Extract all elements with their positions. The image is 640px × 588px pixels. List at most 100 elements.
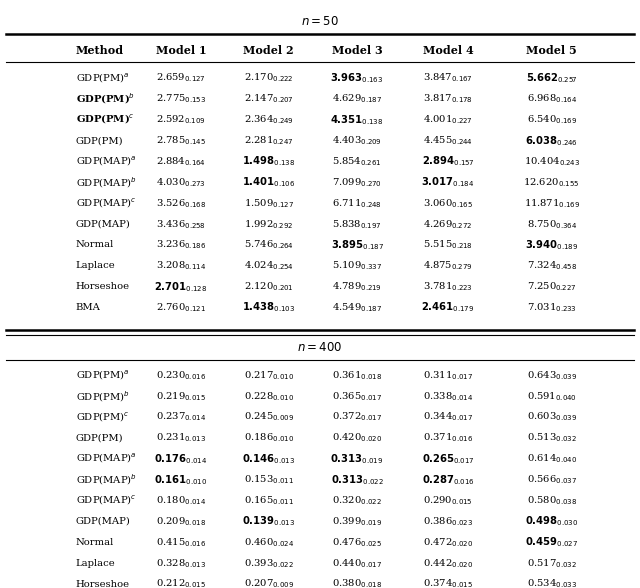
Text: 0.517$_{0.032}$: 0.517$_{0.032}$ [527, 557, 577, 570]
Text: Model 2: Model 2 [243, 45, 294, 56]
Text: 0.231$_{0.013}$: 0.231$_{0.013}$ [156, 432, 206, 445]
Text: 0.180$_{0.014}$: 0.180$_{0.014}$ [156, 494, 206, 507]
Text: GDP(PM): GDP(PM) [76, 433, 123, 442]
Text: Normal: Normal [76, 240, 114, 249]
Text: 0.372$_{0.017}$: 0.372$_{0.017}$ [332, 410, 382, 423]
Text: 0.153$_{0.011}$: 0.153$_{0.011}$ [244, 473, 294, 486]
Text: $\mathbf{3.940}_{0.189}$: $\mathbf{3.940}_{0.189}$ [525, 238, 579, 252]
Text: 3.526$_{0.168}$: 3.526$_{0.168}$ [156, 197, 206, 210]
Text: $n = 50$: $n = 50$ [301, 15, 339, 28]
Text: $\mathbf{0.459}_{0.027}$: $\mathbf{0.459}_{0.027}$ [525, 536, 579, 549]
Text: 2.147$_{0.207}$: 2.147$_{0.207}$ [244, 92, 294, 105]
Text: 0.219$_{0.015}$: 0.219$_{0.015}$ [156, 390, 206, 403]
Text: 0.513$_{0.032}$: 0.513$_{0.032}$ [527, 432, 577, 445]
Text: $\mathbf{0.313}_{0.019}$: $\mathbf{0.313}_{0.019}$ [330, 452, 384, 466]
Text: 4.030$_{0.273}$: 4.030$_{0.273}$ [156, 176, 206, 189]
Text: 0.380$_{0.018}$: 0.380$_{0.018}$ [332, 577, 382, 588]
Text: 2.775$_{0.153}$: 2.775$_{0.153}$ [156, 92, 206, 105]
Text: GDP(PM)$^{b}$: GDP(PM)$^{b}$ [76, 92, 134, 106]
Text: Horseshoe: Horseshoe [76, 282, 130, 291]
Text: 7.250$_{0.227}$: 7.250$_{0.227}$ [527, 280, 577, 293]
Text: 0.237$_{0.014}$: 0.237$_{0.014}$ [156, 410, 206, 423]
Text: 7.031$_{0.233}$: 7.031$_{0.233}$ [527, 301, 577, 314]
Text: Horseshoe: Horseshoe [76, 580, 130, 588]
Text: $\mathbf{2.461}_{0.179}$: $\mathbf{2.461}_{0.179}$ [421, 300, 475, 315]
Text: 0.534$_{0.033}$: 0.534$_{0.033}$ [527, 577, 577, 588]
Text: 4.875$_{0.279}$: 4.875$_{0.279}$ [423, 259, 473, 272]
Text: 6.540$_{0.169}$: 6.540$_{0.169}$ [527, 113, 577, 126]
Text: 3.236$_{0.186}$: 3.236$_{0.186}$ [156, 239, 206, 252]
Text: 0.230$_{0.016}$: 0.230$_{0.016}$ [156, 369, 206, 382]
Text: 0.165$_{0.011}$: 0.165$_{0.011}$ [244, 494, 294, 507]
Text: 4.549$_{0.187}$: 4.549$_{0.187}$ [332, 301, 382, 314]
Text: 3.817$_{0.178}$: 3.817$_{0.178}$ [423, 92, 473, 105]
Text: GDP(MAP)$^{b}$: GDP(MAP)$^{b}$ [76, 175, 136, 190]
Text: 0.603$_{0.039}$: 0.603$_{0.039}$ [527, 410, 577, 423]
Text: Method: Method [76, 45, 124, 56]
Text: 3.208$_{0.114}$: 3.208$_{0.114}$ [156, 259, 206, 272]
Text: 4.403$_{0.209}$: 4.403$_{0.209}$ [332, 134, 382, 147]
Text: 2.785$_{0.145}$: 2.785$_{0.145}$ [156, 134, 206, 147]
Text: 5.515$_{0.218}$: 5.515$_{0.218}$ [423, 239, 473, 252]
Text: $\mathbf{1.438}_{0.103}$: $\mathbf{1.438}_{0.103}$ [242, 300, 296, 315]
Text: 5.838$_{0.197}$: 5.838$_{0.197}$ [332, 218, 382, 230]
Text: Model 5: Model 5 [526, 45, 577, 56]
Text: Model 1: Model 1 [156, 45, 207, 56]
Text: GDP(MAP)$^{b}$: GDP(MAP)$^{b}$ [76, 472, 136, 487]
Text: 0.415$_{0.016}$: 0.415$_{0.016}$ [156, 536, 206, 549]
Text: 1.992$_{0.292}$: 1.992$_{0.292}$ [244, 218, 294, 230]
Text: 7.324$_{0.458}$: 7.324$_{0.458}$ [527, 259, 577, 272]
Text: GDP(MAP): GDP(MAP) [76, 517, 131, 526]
Text: 0.566$_{0.037}$: 0.566$_{0.037}$ [527, 473, 577, 486]
Text: GDP(PM): GDP(PM) [76, 136, 123, 145]
Text: GDP(PM)$^{c}$: GDP(PM)$^{c}$ [76, 113, 134, 126]
Text: GDP(PM)$^{c}$: GDP(PM)$^{c}$ [76, 410, 129, 424]
Text: 0.245$_{0.009}$: 0.245$_{0.009}$ [244, 410, 294, 423]
Text: $\mathbf{0.287}_{0.016}$: $\mathbf{0.287}_{0.016}$ [422, 473, 474, 486]
Text: $\mathbf{3.895}_{0.187}$: $\mathbf{3.895}_{0.187}$ [331, 238, 383, 252]
Text: 3.436$_{0.258}$: 3.436$_{0.258}$ [156, 218, 206, 230]
Text: 0.186$_{0.010}$: 0.186$_{0.010}$ [244, 432, 294, 445]
Text: $\mathbf{3.963}_{0.163}$: $\mathbf{3.963}_{0.163}$ [330, 71, 384, 85]
Text: 10.404$_{0.243}$: 10.404$_{0.243}$ [524, 155, 580, 168]
Text: $\mathbf{2.701}_{0.128}$: $\mathbf{2.701}_{0.128}$ [154, 280, 208, 293]
Text: 0.371$_{0.016}$: 0.371$_{0.016}$ [423, 432, 473, 445]
Text: $\mathbf{5.662}_{0.257}$: $\mathbf{5.662}_{0.257}$ [526, 71, 577, 85]
Text: $\mathbf{0.139}_{0.013}$: $\mathbf{0.139}_{0.013}$ [242, 514, 296, 528]
Text: 0.476$_{0.025}$: 0.476$_{0.025}$ [332, 536, 382, 549]
Text: 0.338$_{0.014}$: 0.338$_{0.014}$ [423, 390, 473, 403]
Text: 0.290$_{0.015}$: 0.290$_{0.015}$ [423, 494, 473, 507]
Text: 3.847$_{0.167}$: 3.847$_{0.167}$ [423, 72, 473, 85]
Text: 0.643$_{0.039}$: 0.643$_{0.039}$ [527, 369, 577, 382]
Text: 0.207$_{0.009}$: 0.207$_{0.009}$ [244, 577, 294, 588]
Text: 4.629$_{0.187}$: 4.629$_{0.187}$ [332, 92, 382, 105]
Text: Laplace: Laplace [76, 559, 115, 567]
Text: 12.620$_{0.155}$: 12.620$_{0.155}$ [524, 176, 580, 189]
Text: $\mathbf{2.894}_{0.157}$: $\mathbf{2.894}_{0.157}$ [422, 155, 474, 168]
Text: Model 3: Model 3 [332, 45, 383, 56]
Text: 0.228$_{0.010}$: 0.228$_{0.010}$ [244, 390, 294, 403]
Text: $\mathbf{1.498}_{0.138}$: $\mathbf{1.498}_{0.138}$ [242, 155, 296, 168]
Text: 4.024$_{0.254}$: 4.024$_{0.254}$ [244, 259, 294, 272]
Text: 0.442$_{0.020}$: 0.442$_{0.020}$ [423, 557, 473, 570]
Text: 5.746$_{0.264}$: 5.746$_{0.264}$ [244, 239, 294, 252]
Text: 11.871$_{0.169}$: 11.871$_{0.169}$ [524, 197, 580, 210]
Text: $\mathbf{4.351}_{0.138}$: $\mathbf{4.351}_{0.138}$ [330, 113, 384, 126]
Text: 3.781$_{0.223}$: 3.781$_{0.223}$ [423, 280, 473, 293]
Text: 0.420$_{0.020}$: 0.420$_{0.020}$ [332, 432, 382, 445]
Text: 1.509$_{0.127}$: 1.509$_{0.127}$ [244, 197, 294, 210]
Text: GDP(PM)$^{a}$: GDP(PM)$^{a}$ [76, 71, 129, 85]
Text: $\mathbf{6.038}_{0.246}$: $\mathbf{6.038}_{0.246}$ [525, 133, 578, 148]
Text: $\mathbf{0.265}_{0.017}$: $\mathbf{0.265}_{0.017}$ [422, 452, 474, 466]
Text: 0.217$_{0.010}$: 0.217$_{0.010}$ [244, 369, 294, 382]
Text: 6.968$_{0.164}$: 6.968$_{0.164}$ [527, 92, 577, 105]
Text: 0.311$_{0.017}$: 0.311$_{0.017}$ [423, 369, 473, 382]
Text: $\mathbf{0.176}_{0.014}$: $\mathbf{0.176}_{0.014}$ [154, 452, 208, 466]
Text: 0.209$_{0.018}$: 0.209$_{0.018}$ [156, 515, 206, 528]
Text: 2.364$_{0.249}$: 2.364$_{0.249}$ [244, 113, 294, 126]
Text: GDP(PM)$^{a}$: GDP(PM)$^{a}$ [76, 369, 129, 382]
Text: $\mathbf{0.161}_{0.010}$: $\mathbf{0.161}_{0.010}$ [154, 473, 208, 486]
Text: 2.592$_{0.109}$: 2.592$_{0.109}$ [156, 113, 206, 126]
Text: $\mathbf{0.313}_{0.022}$: $\mathbf{0.313}_{0.022}$ [331, 473, 383, 486]
Text: 0.399$_{0.019}$: 0.399$_{0.019}$ [332, 515, 382, 528]
